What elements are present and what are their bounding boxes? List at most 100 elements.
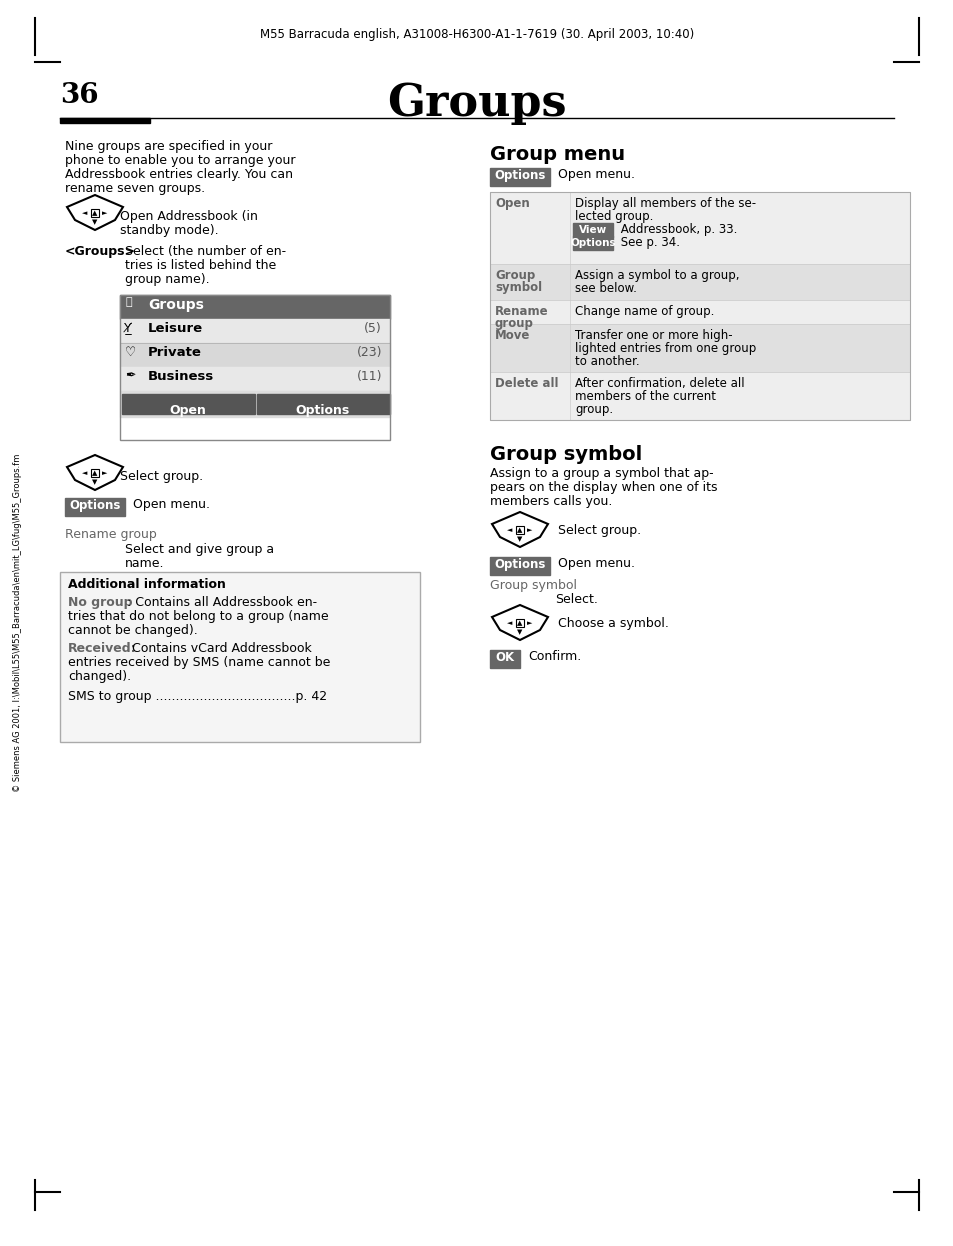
Bar — [516, 526, 523, 535]
Text: Groups: Groups — [148, 298, 204, 312]
Text: pears on the display when one of its: pears on the display when one of its — [490, 481, 717, 493]
Text: Addressbook entries clearly. You can: Addressbook entries clearly. You can — [65, 168, 293, 181]
Text: members calls you.: members calls you. — [490, 495, 612, 508]
Text: OK: OK — [495, 650, 514, 664]
Text: © Siemens AG 2001, I:\Mobil\L55\M55_Barracuda\en\mit_LG\fug\M55_Groups.fm: © Siemens AG 2001, I:\Mobil\L55\M55_Barr… — [13, 454, 23, 792]
Bar — [120, 319, 390, 343]
Text: Contains vCard Addressbook: Contains vCard Addressbook — [128, 642, 312, 655]
Text: ◄: ◄ — [82, 470, 88, 476]
Text: Select and give group a: Select and give group a — [125, 543, 274, 556]
Text: Options: Options — [494, 558, 545, 571]
Text: See p. 34.: See p. 34. — [617, 235, 679, 249]
Text: After confirmation, delete all: After confirmation, delete all — [575, 378, 744, 390]
Text: Select (the number of en-: Select (the number of en- — [125, 245, 286, 258]
Text: Rename: Rename — [495, 305, 548, 318]
Text: Group symbol: Group symbol — [490, 445, 641, 464]
Text: Options: Options — [570, 238, 616, 248]
Text: members of the current: members of the current — [575, 390, 716, 402]
Text: Addressbook, p. 33.: Addressbook, p. 33. — [617, 223, 737, 235]
Text: Choose a symbol.: Choose a symbol. — [558, 617, 668, 630]
Bar — [516, 619, 523, 627]
Text: Options: Options — [70, 498, 121, 512]
Text: 🗐: 🗐 — [125, 297, 132, 307]
Text: ✒: ✒ — [125, 370, 135, 383]
Text: Open Addressbook (in: Open Addressbook (in — [120, 211, 257, 223]
Text: ►: ► — [102, 470, 108, 476]
Bar — [490, 373, 909, 420]
Text: ◄: ◄ — [507, 621, 512, 625]
Bar — [256, 394, 390, 414]
Text: ♡: ♡ — [125, 346, 136, 359]
Text: Private: Private — [148, 346, 202, 359]
Text: ▲: ▲ — [92, 470, 97, 476]
Bar — [490, 168, 550, 186]
Text: <Groups>: <Groups> — [65, 245, 136, 258]
Text: SMS to group ...................................p. 42: SMS to group ...........................… — [68, 690, 327, 703]
Text: to another.: to another. — [575, 355, 639, 368]
Text: Open menu.: Open menu. — [132, 498, 210, 511]
Bar — [573, 235, 613, 250]
Text: Assign a symbol to a group,: Assign a symbol to a group, — [575, 269, 739, 282]
Text: Select group.: Select group. — [558, 525, 640, 537]
Text: Options: Options — [295, 404, 350, 417]
Text: Received:: Received: — [68, 642, 136, 655]
Text: ►: ► — [527, 527, 532, 533]
Text: M55 Barracuda english, A31008-H6300-A1-1-7619 (30. April 2003, 10:40): M55 Barracuda english, A31008-H6300-A1-1… — [259, 27, 694, 41]
Bar — [490, 300, 909, 324]
Bar — [120, 343, 390, 368]
Text: ▲: ▲ — [517, 527, 522, 533]
Text: ►: ► — [102, 211, 108, 216]
Text: View: View — [578, 226, 606, 235]
Text: standby mode).: standby mode). — [120, 224, 218, 237]
Text: ◄: ◄ — [507, 527, 512, 533]
Text: Delete all: Delete all — [495, 378, 558, 390]
Text: No group: No group — [68, 596, 132, 609]
Text: Assign to a group a symbol that ap-: Assign to a group a symbol that ap- — [490, 467, 713, 480]
Text: name.: name. — [125, 557, 164, 569]
Text: group.: group. — [575, 402, 613, 416]
Text: Group menu: Group menu — [490, 145, 624, 164]
Text: Open menu.: Open menu. — [558, 557, 635, 569]
Bar — [60, 572, 419, 743]
Text: Open: Open — [170, 404, 206, 417]
Text: see below.: see below. — [575, 282, 637, 295]
Text: ▼: ▼ — [92, 478, 97, 485]
Text: Groups: Groups — [387, 82, 566, 125]
Bar — [65, 498, 125, 516]
Text: (23): (23) — [356, 346, 381, 359]
Text: ▼: ▼ — [92, 219, 97, 226]
Text: Select group.: Select group. — [120, 470, 203, 483]
Bar — [120, 295, 390, 319]
Bar — [490, 192, 909, 264]
Text: ▲: ▲ — [517, 621, 522, 625]
Text: ▼: ▼ — [517, 629, 522, 635]
Bar — [120, 343, 390, 368]
Text: Group: Group — [495, 269, 535, 282]
Text: 36: 36 — [60, 82, 98, 108]
Text: (11): (11) — [356, 370, 381, 383]
Bar — [91, 209, 99, 217]
Text: Business: Business — [148, 370, 214, 383]
Bar — [573, 223, 613, 237]
Text: Open menu.: Open menu. — [558, 168, 635, 181]
Text: tries that do not belong to a group (name: tries that do not belong to a group (nam… — [68, 611, 328, 623]
Text: Y̸̲: Y̸̲ — [125, 321, 132, 335]
Bar — [490, 324, 909, 373]
Bar — [120, 368, 390, 391]
Text: Confirm.: Confirm. — [527, 650, 580, 663]
Text: symbol: symbol — [495, 282, 541, 294]
Text: Leisure: Leisure — [148, 321, 203, 335]
Bar — [120, 295, 390, 440]
Text: lected group.: lected group. — [575, 211, 653, 223]
Text: Open: Open — [495, 197, 529, 211]
Text: ▼: ▼ — [517, 536, 522, 542]
Bar — [490, 650, 519, 668]
Text: Rename group: Rename group — [65, 528, 156, 541]
Text: cannot be changed).: cannot be changed). — [68, 624, 197, 637]
Text: ►: ► — [527, 621, 532, 625]
Bar — [490, 192, 909, 420]
Text: Group symbol: Group symbol — [490, 579, 577, 592]
Bar — [120, 391, 390, 417]
Text: changed).: changed). — [68, 670, 131, 683]
Bar — [490, 264, 909, 300]
